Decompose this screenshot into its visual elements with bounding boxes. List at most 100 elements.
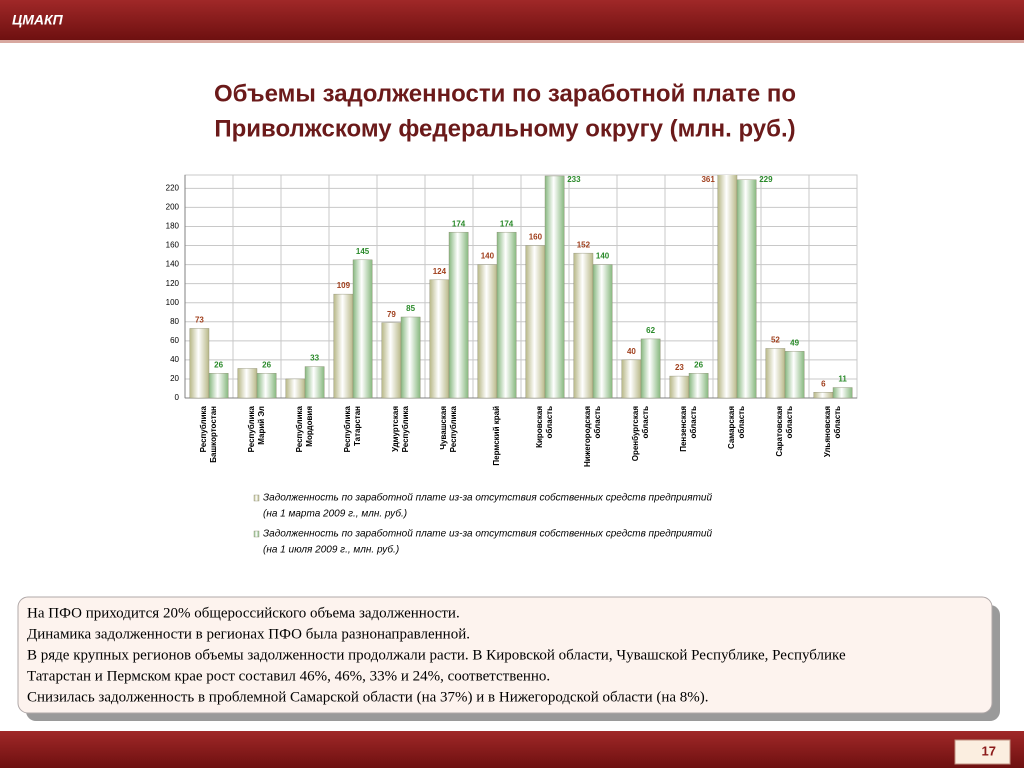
value-label: 85 <box>406 304 415 313</box>
legend-label: (на 1 июля 2009 г., млн. руб.) <box>263 544 399 556</box>
value-label: 152 <box>577 240 591 249</box>
x-tick-label: Республика <box>247 405 256 452</box>
value-label: 79 <box>387 310 396 319</box>
y-tick-label: 20 <box>170 374 179 383</box>
value-label: 6 <box>821 379 826 388</box>
x-tick-label: область <box>785 406 794 439</box>
bar <box>496 231 517 399</box>
x-tick-label: Башкортостан <box>209 406 218 463</box>
bar <box>525 245 546 399</box>
value-label: 233 <box>567 175 581 184</box>
x-tick-label: Удмуртская <box>391 406 400 452</box>
x-tick-label: Самарская <box>727 406 736 449</box>
title: Приволжскому федеральному округу (млн. р… <box>214 115 795 142</box>
y-tick-label: 160 <box>166 241 180 250</box>
y-tick-label: 80 <box>170 317 179 326</box>
y-tick-label: 140 <box>166 260 180 269</box>
x-tick-label: Татарстан <box>353 406 362 446</box>
header-logo: ЦМАКП <box>12 12 64 28</box>
value-label: 62 <box>646 326 655 335</box>
x-tick-label: область <box>545 406 554 439</box>
x-tick-label: Республика <box>449 405 458 452</box>
x-tick-label: Оренбургская <box>631 406 640 462</box>
x-tick-label: Республика <box>199 405 208 452</box>
bar <box>208 373 229 399</box>
bar <box>592 264 613 399</box>
y-tick-label: 100 <box>166 298 180 307</box>
bars <box>189 175 853 399</box>
body-text: Татарстан и Пермском крае рост составил … <box>27 668 550 684</box>
value-label: 145 <box>356 247 370 256</box>
value-label: 174 <box>452 219 466 228</box>
title: Объемы задолженности по заработной плате… <box>214 80 796 107</box>
bar <box>448 231 469 399</box>
bar <box>573 252 594 399</box>
legend-marker <box>253 530 260 538</box>
x-tick-label: Республика <box>343 405 352 452</box>
bar <box>352 259 373 399</box>
value-label: 361 <box>701 175 715 184</box>
bar <box>544 175 565 399</box>
x-tick-label: область <box>737 406 746 439</box>
bar <box>256 373 277 399</box>
x-tick-label: Мордовия <box>305 406 314 447</box>
x-tick-label: Республика <box>295 405 304 452</box>
bar <box>688 373 709 399</box>
x-tick-label: область <box>833 406 842 439</box>
body-text: Динамика задолженности в регионах ПФО бы… <box>27 626 470 642</box>
body-text: На ПФО приходится 20% общероссийского об… <box>27 605 460 621</box>
bar <box>736 179 757 399</box>
bar <box>400 316 421 399</box>
bar <box>189 328 210 399</box>
bar <box>813 392 834 399</box>
x-tick-label: область <box>641 406 650 439</box>
value-label: 33 <box>310 354 319 363</box>
page-number: 17 <box>982 743 996 758</box>
y-tick-label: 60 <box>170 336 179 345</box>
y-tick-label: 220 <box>166 183 180 192</box>
x-tick-label: область <box>593 406 602 439</box>
value-label: 160 <box>529 233 543 242</box>
bar <box>333 293 354 399</box>
value-label: 73 <box>195 316 204 325</box>
page-number-box <box>954 739 1011 765</box>
bar <box>784 351 805 399</box>
value-label: 140 <box>481 252 495 261</box>
bar <box>765 348 786 399</box>
legend-label: Задолженность по заработной плате из-за … <box>263 492 712 504</box>
bar <box>640 338 661 399</box>
bar <box>381 322 402 399</box>
bar <box>304 366 325 399</box>
x-tick-label: Ульяновская <box>823 406 832 457</box>
y-tick-label: 120 <box>166 279 180 288</box>
bar <box>669 375 690 399</box>
chart: 0 20 40 60 80 100 120 140 160 180 200 220 73 109 79 124… <box>166 174 858 556</box>
text-box <box>17 596 993 714</box>
header-bar <box>0 0 1024 40</box>
value-label: 26 <box>694 360 703 369</box>
text-lines: На ПФО приходится 20% общероссийского об… <box>27 605 846 705</box>
y-tick-label: 200 <box>166 203 180 212</box>
value-label: 11 <box>838 375 847 384</box>
value-label: 229 <box>759 175 773 184</box>
value-label: 26 <box>262 360 271 369</box>
x-tick-label: Марий Эл <box>257 406 266 445</box>
value-label: 49 <box>790 338 799 347</box>
y-tick-label: 40 <box>170 355 179 364</box>
bar <box>832 387 853 399</box>
x-tick-label: Пермский край <box>492 406 501 466</box>
value-label: 174 <box>500 219 514 228</box>
x-tick-label: Кировская <box>535 406 544 448</box>
y-tick-label: 0 <box>175 393 180 402</box>
y-tick-label: 180 <box>166 222 180 231</box>
x-tick-label: область <box>689 406 698 439</box>
value-label: 52 <box>771 336 780 345</box>
bar <box>429 279 450 399</box>
x-tick-label: Чувашская <box>439 406 448 450</box>
value-label: 140 <box>596 252 610 261</box>
header-stripe <box>0 40 1024 43</box>
value-label: 109 <box>337 281 351 290</box>
value-label: 23 <box>675 363 684 372</box>
